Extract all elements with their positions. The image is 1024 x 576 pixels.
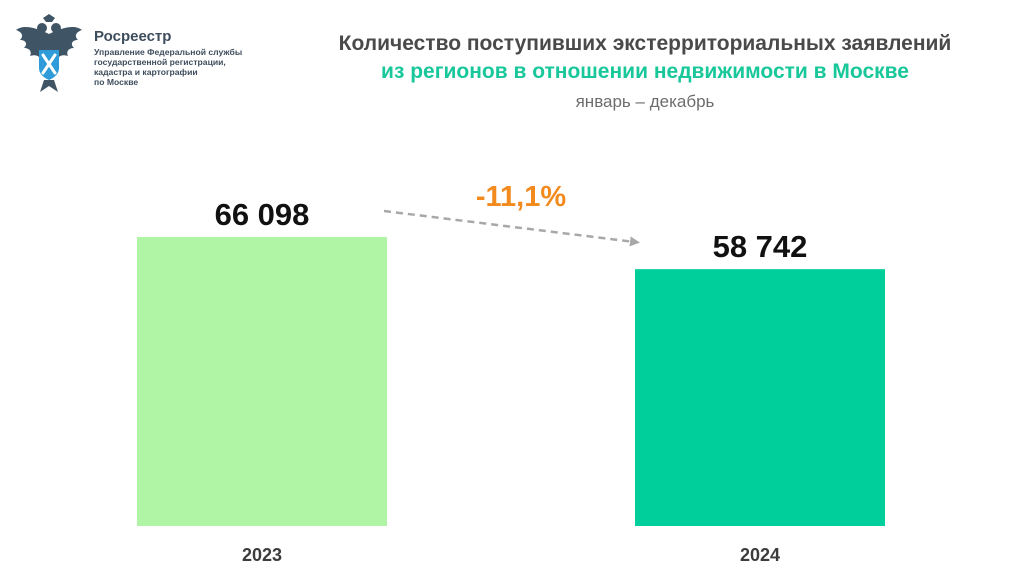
rosreestr-logo: Росреестр Управление Федеральной службы … (14, 14, 254, 96)
chart-title: Количество поступивших экстерриториальны… (290, 30, 1000, 86)
value-label-2023: 66 098 (215, 197, 310, 232)
bar-2023 (137, 237, 387, 526)
coat-of-arms-icon (16, 14, 82, 92)
logo-subtitle: Управление Федеральной службы государств… (94, 47, 243, 87)
value-label-2024: 58 742 (713, 229, 808, 264)
chart-period: январь – декабрь (575, 92, 715, 111)
bar-2024 (635, 269, 885, 526)
change-percent-label: -11,1% (476, 181, 566, 213)
category-label-2023: 2023 (242, 545, 282, 565)
logo-name: Росреестр (94, 28, 172, 45)
category-label-2024: 2024 (740, 545, 780, 565)
chart-title-line1: Количество поступивших экстерриториальны… (338, 32, 952, 55)
change-arrow-icon (383, 209, 640, 247)
chart-title-line2: из регионов в отношении недвижимости в М… (381, 60, 909, 83)
